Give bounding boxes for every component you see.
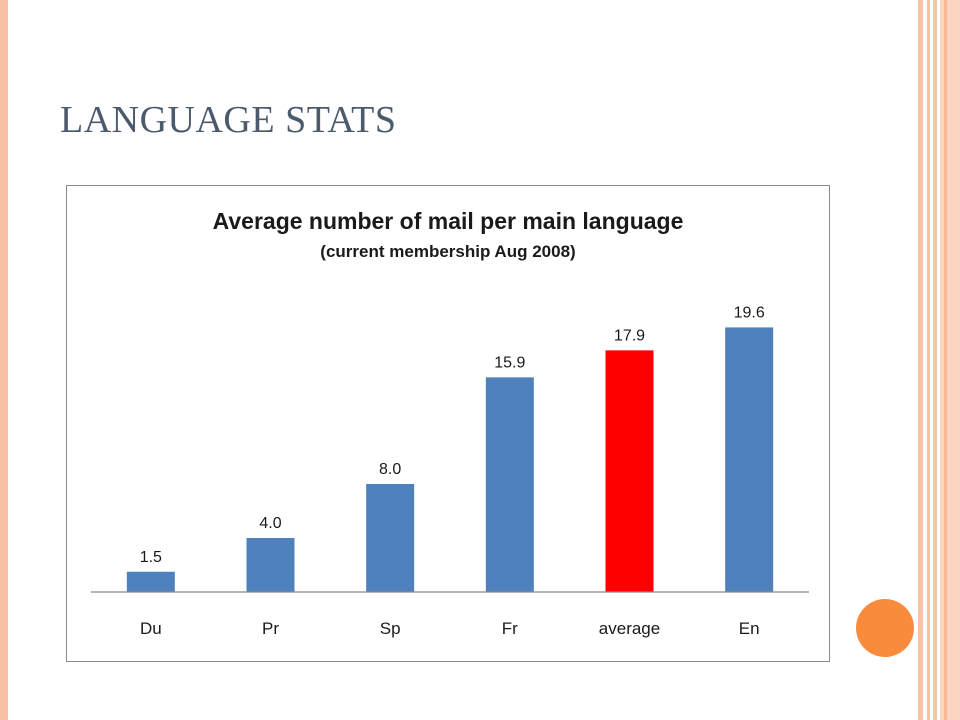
- chart-title: Average number of mail per main language: [212, 208, 684, 234]
- x-tick-label-Du: Du: [140, 619, 162, 638]
- slide-title: LANGUAGE STATS: [60, 99, 397, 141]
- right-decorative-stripes: [918, 0, 960, 720]
- chart-subtitle: (current membership Aug 2008): [320, 242, 576, 261]
- x-tick-label-Sp: Sp: [380, 619, 401, 638]
- bar-Pr: [246, 538, 295, 592]
- data-label-Sp: 8.0: [379, 461, 401, 478]
- bar-Sp: [366, 484, 415, 592]
- left-accent-stripe: [0, 0, 8, 720]
- bar-En: [725, 327, 774, 592]
- bar-chart: 1.5 Du 4.0 Pr 8.0 Sp 15.9 Fr 17.9 average 19.6 En: [91, 304, 809, 638]
- x-tick-label-Pr: Pr: [262, 619, 279, 638]
- data-label-Pr: 4.0: [259, 515, 281, 532]
- x-tick-label-average: average: [599, 619, 660, 638]
- data-label-Fr: 15.9: [494, 354, 525, 371]
- bar-Du: [126, 571, 175, 592]
- data-label-En: 19.6: [734, 304, 765, 321]
- data-label-average: 17.9: [614, 327, 645, 344]
- decorative-orange-dot: [856, 599, 914, 657]
- bar-average: [605, 350, 654, 592]
- chart-frame: Average number of mail per main language…: [66, 185, 830, 662]
- data-label-Du: 1.5: [140, 549, 162, 566]
- x-tick-label-En: En: [739, 619, 760, 638]
- x-tick-label-Fr: Fr: [502, 619, 518, 638]
- bar-Fr: [485, 377, 534, 592]
